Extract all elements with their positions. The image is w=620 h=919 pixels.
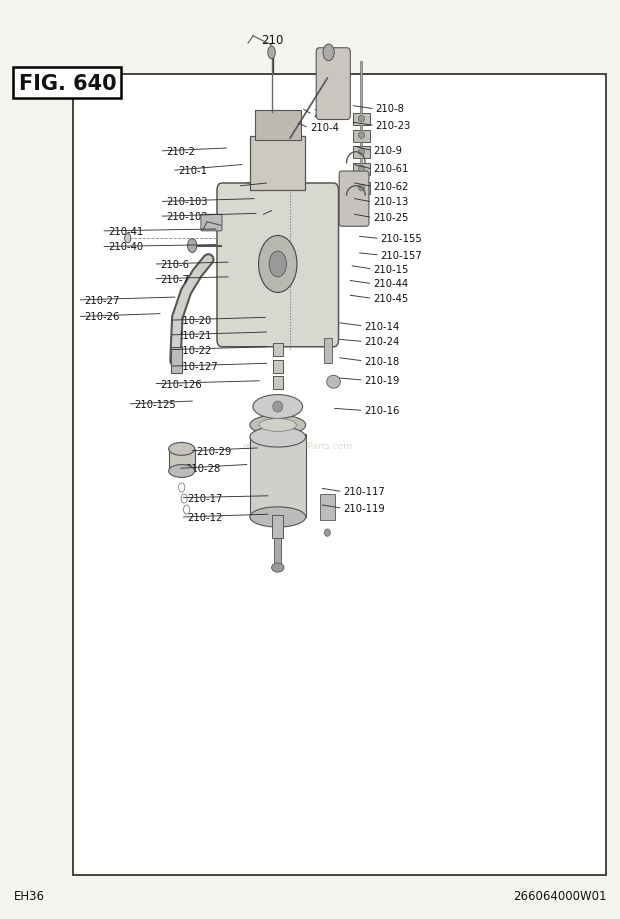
Ellipse shape xyxy=(327,376,340,389)
Text: 210-45: 210-45 xyxy=(373,294,409,303)
Ellipse shape xyxy=(268,47,275,60)
Bar xyxy=(353,164,370,176)
Ellipse shape xyxy=(169,443,195,456)
FancyBboxPatch shape xyxy=(339,172,369,227)
Ellipse shape xyxy=(250,507,306,528)
Text: 210-3: 210-3 xyxy=(314,109,343,119)
Text: 210-157: 210-157 xyxy=(381,251,422,260)
FancyBboxPatch shape xyxy=(316,49,350,120)
Text: 210-127: 210-127 xyxy=(176,362,218,371)
Ellipse shape xyxy=(187,240,197,253)
Bar xyxy=(250,435,306,517)
Bar xyxy=(274,539,281,564)
Ellipse shape xyxy=(269,252,286,278)
Text: 210-5: 210-5 xyxy=(267,210,296,220)
Ellipse shape xyxy=(253,395,303,419)
Ellipse shape xyxy=(250,427,306,448)
Text: 210-62: 210-62 xyxy=(373,182,409,191)
Bar xyxy=(273,360,283,373)
Text: 210-155: 210-155 xyxy=(381,234,422,244)
Text: 210-21: 210-21 xyxy=(176,331,211,340)
Text: 210-4: 210-4 xyxy=(310,123,339,132)
Bar xyxy=(272,516,283,539)
Text: 210-19: 210-19 xyxy=(365,376,400,385)
Text: 210-16: 210-16 xyxy=(365,406,400,415)
FancyBboxPatch shape xyxy=(201,215,222,232)
Bar xyxy=(353,114,370,126)
Text: FIG. 640: FIG. 640 xyxy=(19,74,116,94)
FancyBboxPatch shape xyxy=(255,111,301,141)
Text: 210-8: 210-8 xyxy=(376,105,405,114)
Ellipse shape xyxy=(250,415,306,436)
Text: 210-1: 210-1 xyxy=(179,166,208,176)
Text: 210-2: 210-2 xyxy=(166,147,195,156)
Ellipse shape xyxy=(358,165,365,173)
Text: 210-29: 210-29 xyxy=(196,447,231,456)
Ellipse shape xyxy=(169,465,195,478)
FancyBboxPatch shape xyxy=(217,184,339,347)
Text: 210-15: 210-15 xyxy=(373,265,409,274)
Text: 210-20: 210-20 xyxy=(176,316,211,325)
Bar xyxy=(320,494,335,520)
Ellipse shape xyxy=(358,186,365,192)
Text: 210-22: 210-22 xyxy=(176,346,211,355)
Bar xyxy=(353,183,370,195)
Text: EH36: EH36 xyxy=(14,890,45,902)
Text: 210-41: 210-41 xyxy=(108,227,143,236)
Text: 210-117: 210-117 xyxy=(343,487,385,496)
Ellipse shape xyxy=(358,150,365,156)
Text: 210-27: 210-27 xyxy=(84,296,120,305)
Text: 210-28: 210-28 xyxy=(185,464,220,473)
Bar xyxy=(353,130,370,142)
Ellipse shape xyxy=(125,234,131,244)
Ellipse shape xyxy=(324,529,330,537)
Bar xyxy=(169,449,195,471)
FancyBboxPatch shape xyxy=(73,75,606,875)
Text: 210-40: 210-40 xyxy=(108,243,143,252)
Text: 210: 210 xyxy=(262,34,284,47)
Ellipse shape xyxy=(272,563,284,573)
Ellipse shape xyxy=(259,419,296,432)
Text: 210-6: 210-6 xyxy=(160,260,189,269)
Text: 210-18: 210-18 xyxy=(365,357,400,366)
Text: eReplacementParts.com: eReplacementParts.com xyxy=(242,441,353,450)
Text: 210-9: 210-9 xyxy=(373,146,402,155)
Text: 210-125: 210-125 xyxy=(134,400,175,409)
Bar xyxy=(324,338,332,364)
Bar xyxy=(171,347,182,373)
Ellipse shape xyxy=(323,45,334,62)
Text: 266064000W01: 266064000W01 xyxy=(513,890,606,902)
Text: 210-26: 210-26 xyxy=(84,312,120,322)
FancyBboxPatch shape xyxy=(250,137,305,191)
Ellipse shape xyxy=(259,236,297,293)
Text: 210-103: 210-103 xyxy=(166,198,208,207)
Text: 210-102: 210-102 xyxy=(166,212,208,221)
Text: 210-61: 210-61 xyxy=(373,165,409,174)
Text: 210-14: 210-14 xyxy=(365,322,400,331)
Ellipse shape xyxy=(358,132,365,140)
Text: 210-24: 210-24 xyxy=(365,337,400,346)
Text: 210-119: 210-119 xyxy=(343,504,385,513)
Text: 210-13: 210-13 xyxy=(373,198,409,207)
Text: 210-126: 210-126 xyxy=(160,380,202,389)
Text: 210-44: 210-44 xyxy=(373,279,409,289)
Text: 210-11: 210-11 xyxy=(244,182,280,191)
Bar xyxy=(273,344,283,357)
Text: 210-17: 210-17 xyxy=(187,494,223,503)
Ellipse shape xyxy=(273,402,283,413)
Bar xyxy=(353,147,370,159)
Text: 210-12: 210-12 xyxy=(187,513,223,522)
Text: 210-7: 210-7 xyxy=(160,275,189,284)
Text: 210-25: 210-25 xyxy=(373,213,409,222)
Bar xyxy=(273,377,283,390)
Text: 210-23: 210-23 xyxy=(376,121,411,130)
Ellipse shape xyxy=(358,117,365,123)
